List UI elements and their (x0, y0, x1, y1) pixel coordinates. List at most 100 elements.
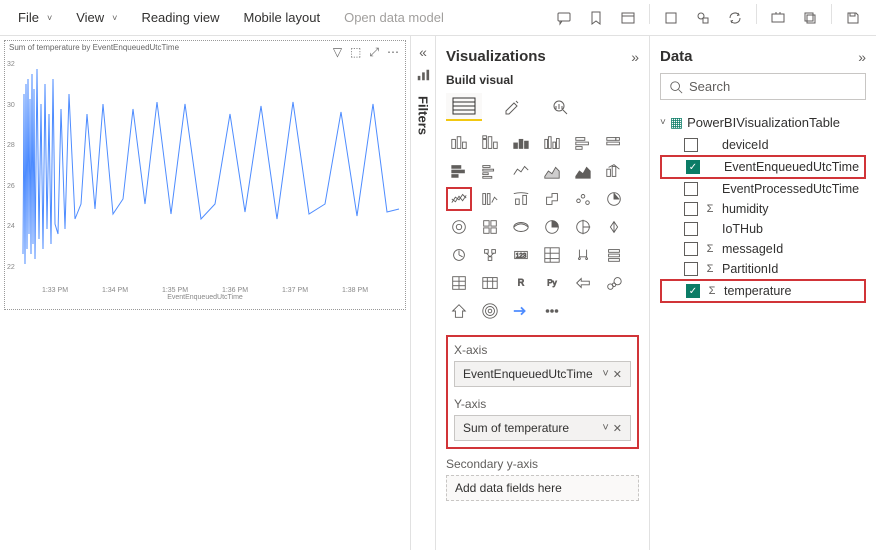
chart-plot (5, 54, 405, 284)
viz-type-27[interactable] (539, 243, 565, 267)
viz-type-25[interactable] (477, 243, 503, 267)
viz-type-4[interactable] (570, 131, 596, 155)
get-more-visuals[interactable] (508, 299, 534, 323)
viz-type-8[interactable] (508, 159, 534, 183)
checkbox[interactable] (684, 242, 698, 256)
field-name: humidity (722, 202, 769, 216)
reading-view-button[interactable]: Reading view (131, 4, 229, 31)
format-tab[interactable] (494, 93, 530, 121)
table-node[interactable]: ˅ ▦ PowerBIVisualizationTable (660, 110, 866, 135)
viz-type-0[interactable] (446, 131, 472, 155)
remove-x-icon[interactable]: ✕ (613, 368, 622, 381)
chevron-down-icon[interactable]: ˅ (602, 368, 608, 381)
collapse-data-icon[interactable]: » (858, 49, 866, 65)
y-axis-well[interactable]: Sum of temperature ˅✕ (454, 415, 631, 441)
collapse-tree-icon[interactable]: ˅ (660, 117, 666, 128)
viz-type-29[interactable] (601, 243, 627, 267)
viz-type-17[interactable] (601, 187, 627, 211)
viz-type-36[interactable] (446, 299, 472, 323)
line-chart-visual[interactable]: Sum of temperature by EventEnqueuedUtcTi… (4, 40, 406, 310)
expand-filters-icon[interactable]: « (419, 44, 427, 60)
viz-type-23[interactable] (601, 215, 627, 239)
checkbox[interactable] (684, 262, 698, 276)
selection-icon[interactable] (656, 4, 686, 32)
viz-type-7[interactable] (477, 159, 503, 183)
filter-icon[interactable]: ▽ (333, 45, 342, 60)
duplicate-icon[interactable] (795, 4, 825, 32)
menu-file[interactable]: File (8, 4, 62, 31)
viz-type-32[interactable]: R (508, 271, 534, 295)
field-EventEnqueuedUtcTime[interactable]: ✓EventEnqueuedUtcTime (660, 155, 866, 179)
bookmark-icon[interactable] (581, 4, 611, 32)
fields-tab[interactable] (446, 93, 482, 121)
viz-type-19[interactable] (477, 215, 503, 239)
viz-type-15[interactable] (539, 187, 565, 211)
viz-type-16[interactable] (570, 187, 596, 211)
viz-type-12[interactable] (446, 187, 472, 211)
comment-icon[interactable] (549, 4, 579, 32)
viz-type-33[interactable]: Py (539, 271, 565, 295)
report-canvas[interactable]: Sum of temperature by EventEnqueuedUtcTi… (0, 36, 410, 550)
viz-type-18[interactable] (446, 215, 472, 239)
collapse-viz-icon[interactable]: » (631, 49, 639, 65)
search-icon (669, 80, 683, 94)
viz-type-24[interactable] (446, 243, 472, 267)
remove-y-icon[interactable]: ✕ (613, 422, 622, 435)
field-messageId[interactable]: ΣmessageId (660, 239, 866, 259)
viz-type-3[interactable] (539, 131, 565, 155)
viz-type-2[interactable] (508, 131, 534, 155)
analytics-tab[interactable] (542, 93, 578, 121)
checkbox[interactable] (684, 138, 698, 152)
checkbox[interactable]: ✓ (686, 160, 700, 174)
focus-icon[interactable]: ⬚ (350, 45, 361, 60)
field-deviceId[interactable]: deviceId (660, 135, 866, 155)
shapes-icon[interactable] (688, 4, 718, 32)
chevron-down-icon[interactable]: ˅ (602, 422, 608, 435)
checkbox[interactable] (684, 222, 698, 236)
field-temperature[interactable]: ✓Σtemperature (660, 279, 866, 303)
field-EventProcessedUtcTime[interactable]: EventProcessedUtcTime (660, 179, 866, 199)
refresh-icon[interactable] (763, 4, 793, 32)
viz-type-26[interactable]: 123 (508, 243, 534, 267)
viz-type-28[interactable] (570, 243, 596, 267)
viz-type-10[interactable] (570, 159, 596, 183)
filters-pane[interactable]: « Filters (410, 36, 436, 550)
filters-label: Filters (416, 96, 431, 135)
viz-type-14[interactable] (508, 187, 534, 211)
field-IoTHub[interactable]: IoTHub (660, 219, 866, 239)
more-options[interactable] (539, 299, 565, 323)
viz-type-22[interactable] (570, 215, 596, 239)
x-axis-well[interactable]: EventEnqueuedUtcTime ˅✕ (454, 361, 631, 387)
viz-type-5[interactable] (601, 131, 627, 155)
viz-type-13[interactable] (477, 187, 503, 211)
checkbox[interactable]: ✓ (686, 284, 700, 298)
save-icon[interactable] (838, 4, 868, 32)
viz-type-37[interactable] (477, 299, 503, 323)
viz-type-31[interactable] (477, 271, 503, 295)
top-menu-bar: File View Reading view Mobile layout Ope… (0, 0, 876, 36)
viz-type-6[interactable] (446, 159, 472, 183)
viz-type-11[interactable] (601, 159, 627, 183)
viz-type-35[interactable] (601, 271, 627, 295)
viz-type-9[interactable] (539, 159, 565, 183)
visualizations-pane: Visualizations » Build visual 123RPy X-a… (436, 36, 650, 550)
mobile-layout-button[interactable]: Mobile layout (233, 4, 330, 31)
checkbox[interactable] (684, 202, 698, 216)
search-input[interactable]: Search (660, 73, 866, 100)
more-icon[interactable]: ⋯ (387, 45, 399, 60)
sync-icon[interactable] (720, 4, 750, 32)
field-PartitionId[interactable]: ΣPartitionId (660, 259, 866, 279)
menu-view[interactable]: View (66, 4, 127, 31)
field-name: deviceId (722, 138, 769, 152)
field-humidity[interactable]: Σhumidity (660, 199, 866, 219)
viz-type-30[interactable] (446, 271, 472, 295)
viz-type-1[interactable] (477, 131, 503, 155)
viz-type-34[interactable] (570, 271, 596, 295)
viz-type-21[interactable] (539, 215, 565, 239)
checkbox[interactable] (684, 182, 698, 196)
drill-icon[interactable]: ⤢ (369, 45, 379, 60)
view-icon[interactable] (613, 4, 643, 32)
secondary-y-well[interactable]: Add data fields here (446, 475, 639, 501)
viz-type-20[interactable] (508, 215, 534, 239)
open-data-model-button[interactable]: Open data model (334, 4, 454, 31)
